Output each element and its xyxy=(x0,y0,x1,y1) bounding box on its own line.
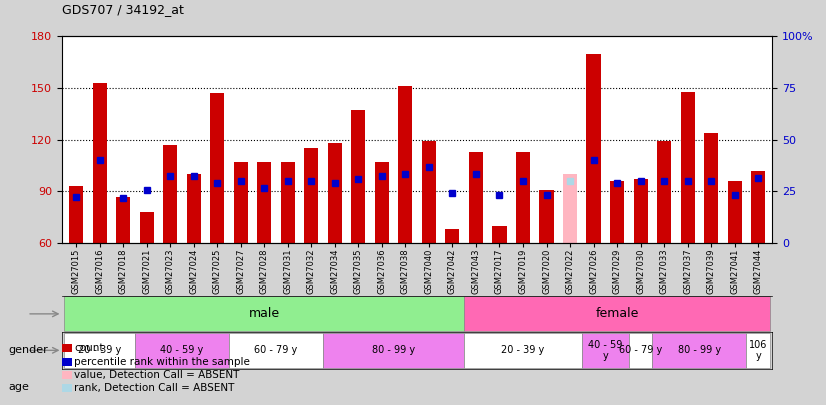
Bar xyxy=(163,145,178,243)
Bar xyxy=(375,162,389,243)
Bar xyxy=(445,229,459,243)
Bar xyxy=(728,181,742,243)
Bar xyxy=(234,162,248,243)
Text: 60 - 79 y: 60 - 79 y xyxy=(254,345,297,355)
Text: 60 - 79 y: 60 - 79 y xyxy=(619,345,662,355)
Text: count: count xyxy=(74,343,104,353)
Text: percentile rank within the sample: percentile rank within the sample xyxy=(74,357,250,367)
Bar xyxy=(751,171,765,243)
Bar xyxy=(464,296,770,331)
Bar xyxy=(629,333,653,368)
Text: 40 - 59
y: 40 - 59 y xyxy=(588,339,623,361)
Bar xyxy=(464,333,582,368)
Bar xyxy=(304,148,318,243)
Bar xyxy=(64,296,464,331)
Bar xyxy=(328,143,342,243)
Text: 20 - 39 y: 20 - 39 y xyxy=(501,345,544,355)
Text: 106
y: 106 y xyxy=(749,339,767,361)
Text: value, Detection Call = ABSENT: value, Detection Call = ABSENT xyxy=(74,370,240,380)
Text: age: age xyxy=(8,382,29,392)
Bar xyxy=(539,190,553,243)
Bar xyxy=(257,162,271,243)
Text: 40 - 59 y: 40 - 59 y xyxy=(160,345,203,355)
Text: female: female xyxy=(596,307,638,320)
Text: 80 - 99 y: 80 - 99 y xyxy=(372,345,415,355)
Bar xyxy=(492,226,506,243)
Bar xyxy=(116,196,131,243)
Bar xyxy=(187,174,201,243)
Bar xyxy=(422,141,436,243)
Bar xyxy=(657,141,672,243)
Bar xyxy=(229,333,323,368)
Text: GDS707 / 34192_at: GDS707 / 34192_at xyxy=(62,3,184,16)
Bar xyxy=(747,333,770,368)
Text: male: male xyxy=(249,307,280,320)
Bar xyxy=(563,174,577,243)
Bar xyxy=(210,93,224,243)
Bar xyxy=(351,111,365,243)
Bar xyxy=(135,333,229,368)
Bar xyxy=(582,333,629,368)
Bar xyxy=(516,152,530,243)
Bar xyxy=(653,333,747,368)
Bar xyxy=(323,333,464,368)
Text: 20 - 39 y: 20 - 39 y xyxy=(78,345,121,355)
Text: gender: gender xyxy=(8,345,48,355)
Text: 80 - 99 y: 80 - 99 y xyxy=(678,345,721,355)
Bar xyxy=(64,333,135,368)
Bar xyxy=(398,86,412,243)
Text: rank, Detection Call = ABSENT: rank, Detection Call = ABSENT xyxy=(74,384,235,393)
Bar xyxy=(704,133,719,243)
Bar xyxy=(281,162,295,243)
Bar xyxy=(140,212,154,243)
Bar xyxy=(681,92,695,243)
Bar xyxy=(93,83,107,243)
Bar xyxy=(586,54,601,243)
Bar xyxy=(610,181,624,243)
Bar xyxy=(634,179,648,243)
Bar xyxy=(69,186,83,243)
Bar xyxy=(469,152,483,243)
